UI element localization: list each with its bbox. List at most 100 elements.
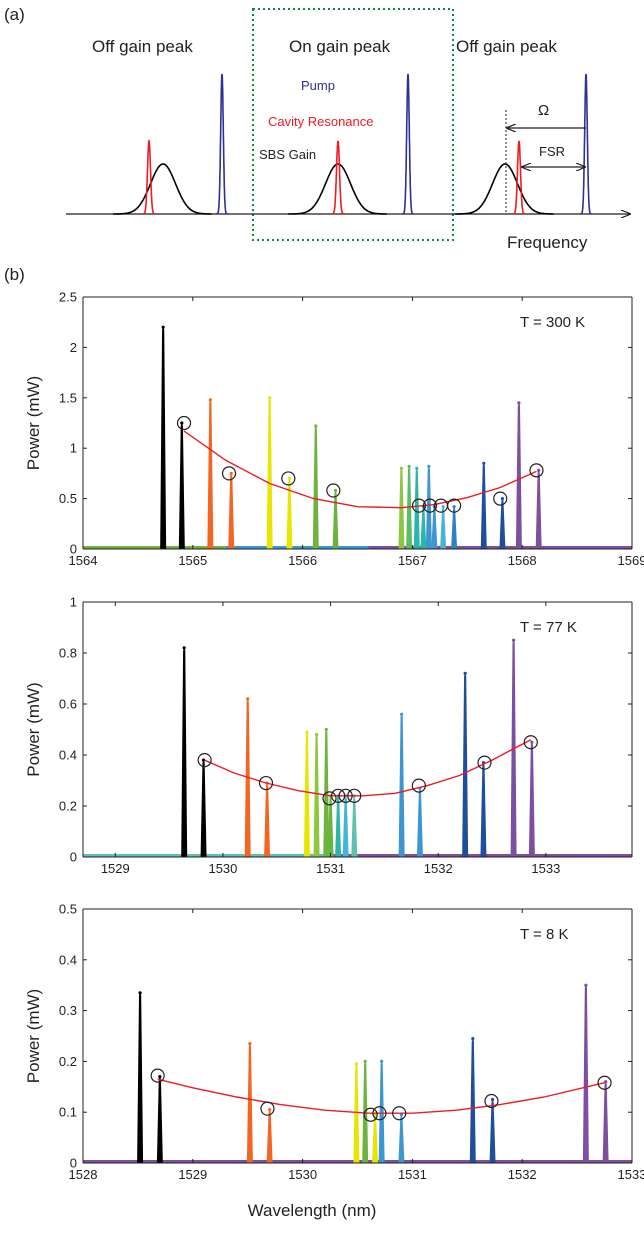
- y-tick-label: 0.1: [59, 1105, 77, 1120]
- peak-tip-point: [537, 468, 541, 472]
- y-tick-label: 0: [70, 542, 77, 557]
- stokes-marker-circle: [372, 1106, 387, 1121]
- stokes-marker-circle: [176, 415, 192, 431]
- spectral-peak: [378, 1061, 385, 1164]
- x-tick-label: 1529: [101, 861, 130, 876]
- spectral-peak: [200, 760, 207, 858]
- x-tick-label: 1531: [398, 1167, 427, 1182]
- x-axis-label: Wavelength (nm): [248, 1201, 377, 1220]
- x-tick-label: 1533: [618, 1167, 644, 1182]
- cavity-resonance-label: Cavity Resonance: [268, 114, 374, 129]
- peak-tip-point: [138, 991, 142, 995]
- spectral-peak: [178, 422, 185, 550]
- peak-tip-point: [380, 1059, 384, 1063]
- spectral-peak: [332, 490, 339, 550]
- panel-a-label: (a): [4, 5, 25, 24]
- stokes-marker-circle: [326, 483, 341, 498]
- spectral-peak: [431, 506, 438, 550]
- peak-tip-point: [314, 733, 319, 737]
- y-tick-label: 2: [70, 340, 77, 355]
- pump-peak: [402, 73, 414, 215]
- spectral-peak: [528, 742, 535, 858]
- spectral-peak: [351, 795, 358, 858]
- y-tick-label: 0.4: [59, 952, 77, 967]
- spectral-peak: [398, 1114, 405, 1164]
- peak-tip-point: [517, 401, 521, 405]
- peak-tip-point: [407, 464, 411, 468]
- spectral-peak: [398, 468, 405, 550]
- y-tick-label: 1.5: [59, 390, 77, 405]
- temperature-annotation: T = 8 K: [520, 926, 569, 943]
- peak-tip-point: [584, 983, 588, 987]
- stokes-marker-circle: [392, 1106, 407, 1121]
- y-axis-label: Power (mW): [24, 376, 43, 470]
- peak-tip-point: [246, 697, 250, 701]
- peak-tip-point: [268, 1108, 272, 1112]
- peak-tip-point: [400, 712, 404, 716]
- stokes-marker-circle: [484, 1093, 499, 1109]
- stokes-marker-circle: [260, 1101, 275, 1116]
- stokes-marker-circle: [331, 788, 346, 803]
- x-tick-label: 1567: [398, 553, 427, 568]
- spectral-peak: [156, 1076, 163, 1164]
- fsr-label: FSR: [539, 144, 565, 159]
- spectral-peak: [499, 498, 506, 550]
- peak-tip-point: [427, 464, 431, 468]
- x-tick-label: 1529: [178, 1167, 207, 1182]
- stokes-marker-circle: [477, 755, 492, 770]
- sbs-gain-curve: [455, 163, 554, 215]
- x-tick-label: 1533: [531, 861, 560, 876]
- cavity-resonance-peak: [512, 140, 526, 215]
- spectral-peak: [398, 714, 405, 858]
- omega-label: Ω: [538, 102, 549, 119]
- spectral-peak: [264, 782, 271, 858]
- peak-tip-point: [604, 1080, 608, 1084]
- spectral-peak: [335, 795, 342, 858]
- sbs-gain-label: SBS Gain: [259, 147, 316, 162]
- spectral-peak: [440, 506, 447, 550]
- peak-tip-point: [500, 497, 505, 501]
- group-title-center: On gain peak: [289, 37, 391, 56]
- peak-tip-point: [354, 1062, 359, 1066]
- x-tick-label: 1530: [208, 861, 237, 876]
- panel-a: (a) Off gain peak On gain peak Off gain …: [4, 5, 630, 252]
- y-tick-label: 0.5: [59, 491, 77, 506]
- cavity-resonance-peak: [331, 140, 345, 215]
- peak-tip-point: [399, 1113, 404, 1117]
- stokes-marker-circle: [363, 1107, 378, 1122]
- spectral-peak: [266, 397, 273, 550]
- peak-tip-point: [229, 471, 233, 475]
- peak-tip-point: [452, 505, 456, 509]
- spectral-peak: [313, 734, 320, 858]
- stokes-marker-circle: [338, 788, 353, 803]
- temperature-annotation: T = 300 K: [520, 314, 585, 331]
- chart-0: 0 0.5 1 1.5 2 2.5 1564 1565 1566 1567 1568 1569 Powe…: [24, 290, 644, 569]
- spectral-peak: [413, 468, 420, 550]
- stokes-marker-circle: [411, 498, 427, 513]
- spectral-peak: [207, 399, 214, 550]
- stokes-marker-circle: [197, 752, 212, 768]
- x-tick-label: 1532: [424, 861, 453, 876]
- sbs-gain-curve: [288, 163, 387, 215]
- spectral-peak: [137, 992, 144, 1164]
- pump-label: Pump: [301, 78, 335, 93]
- peak-tip-point: [180, 421, 184, 425]
- stokes-marker-circle: [597, 1075, 612, 1090]
- stokes-marker-circle: [258, 775, 274, 791]
- spectral-peak: [535, 470, 542, 550]
- peak-tip-point: [511, 638, 516, 642]
- spectral-peak: [469, 1038, 476, 1164]
- y-tick-label: 0.2: [59, 799, 77, 814]
- group-title-right: Off gain peak: [456, 37, 557, 56]
- spectral-peak: [160, 327, 167, 550]
- x-tick-label: 1531: [316, 861, 345, 876]
- spectral-peak: [246, 1043, 253, 1164]
- x-tick-label: 1568: [508, 553, 537, 568]
- spectral-peak: [303, 731, 310, 858]
- spectral-peak: [451, 506, 458, 550]
- spectral-peak: [480, 463, 487, 550]
- y-axis-label: Power (mW): [24, 682, 43, 776]
- spectral-peak: [582, 985, 589, 1164]
- peak-tip-point: [208, 398, 212, 402]
